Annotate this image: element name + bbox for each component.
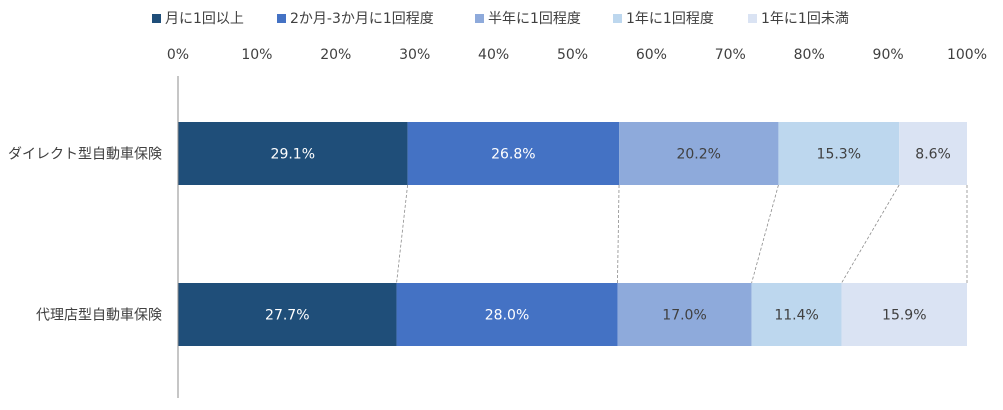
- bar-segment: [407, 122, 620, 185]
- bar-segment: [751, 283, 842, 346]
- data-label: 17.0%: [662, 308, 706, 324]
- legend-swatch: [152, 14, 161, 23]
- bar-segment: [178, 283, 397, 346]
- series-connector-line: [617, 184, 620, 284]
- data-label: 15.3%: [817, 147, 861, 163]
- legend-swatch: [748, 14, 757, 23]
- series-connector-line: [396, 184, 408, 284]
- x-tick-label: 50%: [557, 47, 588, 63]
- data-label: 15.9%: [882, 308, 926, 324]
- bar-segment: [778, 122, 900, 185]
- x-tick-label: 80%: [794, 47, 825, 63]
- legend-swatch: [277, 14, 286, 23]
- x-tick-label: 60%: [636, 47, 667, 63]
- bar-segment: [841, 283, 967, 346]
- legend-swatch: [475, 14, 484, 23]
- legend-label: 1年に1回未満: [761, 11, 849, 27]
- data-label: 8.6%: [915, 147, 951, 163]
- x-tick-label: 90%: [873, 47, 904, 63]
- series-connector-line: [841, 184, 900, 284]
- data-label: 28.0%: [485, 308, 529, 324]
- bar-segment: [178, 122, 408, 185]
- x-tick-label: 100%: [947, 47, 987, 63]
- data-label: 27.7%: [265, 308, 309, 324]
- data-label: 11.4%: [774, 308, 818, 324]
- category-label: ダイレクト型自動車保険: [8, 146, 162, 163]
- category-label: 代理店型自動車保険: [36, 307, 162, 324]
- x-tick-label: 40%: [478, 47, 509, 63]
- data-label: 29.1%: [271, 147, 315, 163]
- x-tick-label: 0%: [167, 47, 189, 63]
- bar-segment: [619, 122, 779, 185]
- data-label: 20.2%: [676, 147, 720, 163]
- legend-label: 半年に1回程度: [488, 11, 581, 27]
- x-tick-label: 30%: [399, 47, 430, 63]
- legend-label: 2か月-3か月に1回程度: [290, 11, 434, 27]
- legend-label: 1年に1回程度: [626, 11, 714, 27]
- legend-label: 月に1回以上: [165, 11, 244, 27]
- x-tick-label: 10%: [241, 47, 272, 63]
- series-connector-line: [751, 184, 779, 284]
- data-label: 26.8%: [491, 147, 535, 163]
- bar-segment: [396, 283, 618, 346]
- legend-swatch: [613, 14, 622, 23]
- x-tick-label: 20%: [320, 47, 351, 63]
- x-tick-label: 70%: [715, 47, 746, 63]
- bar-segment: [899, 122, 967, 185]
- bar-segment: [617, 283, 752, 346]
